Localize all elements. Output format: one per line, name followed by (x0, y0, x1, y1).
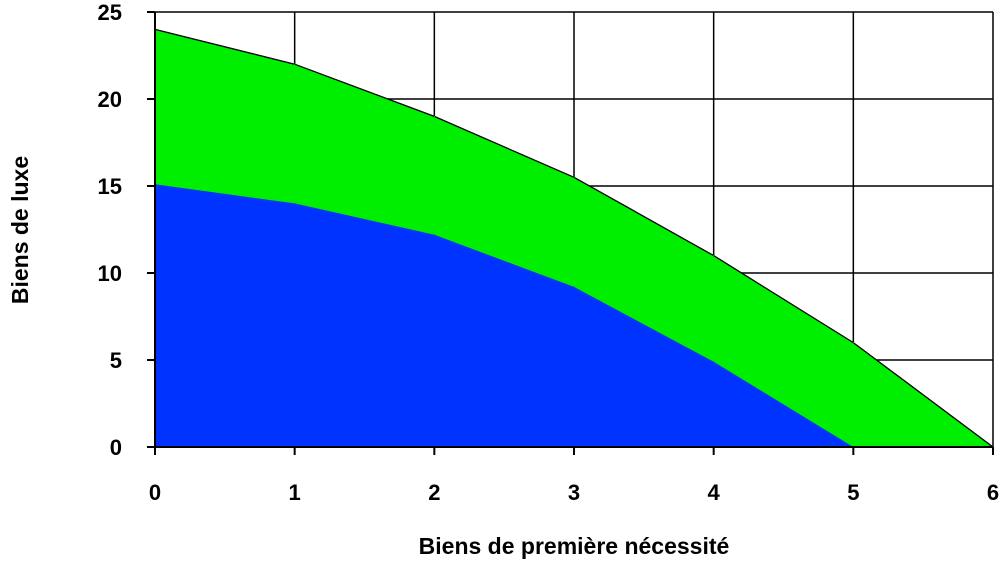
y-tick-label: 0 (110, 435, 122, 460)
data-point-series-1 (433, 115, 435, 117)
y-tick-label: 5 (110, 348, 122, 373)
data-point-series-2 (433, 234, 435, 236)
x-tick-label: 0 (149, 480, 161, 505)
x-tick-labels: 0 1 2 3 4 5 6 (149, 480, 999, 505)
y-tick-labels: 0 5 10 15 20 25 (98, 0, 122, 460)
axes (147, 11, 994, 455)
x-tick-label: 5 (847, 480, 859, 505)
x-tick-label: 1 (289, 480, 301, 505)
data-point-series-1 (294, 63, 296, 65)
x-axis-label: Biens de première nécessité (419, 533, 730, 559)
data-point-series-1 (852, 342, 854, 344)
x-tick-label: 6 (987, 480, 999, 505)
y-axis-label: Biens de luxe (7, 156, 33, 304)
data-point-series-2 (294, 202, 296, 204)
data-point-series-1 (713, 255, 715, 257)
data-point-series-1 (573, 176, 575, 178)
chart-areas (154, 28, 994, 448)
data-point-series-2 (713, 361, 715, 363)
x-tick-label: 2 (428, 480, 440, 505)
y-tick-label: 25 (98, 0, 122, 25)
data-point-series-2 (573, 286, 575, 288)
y-tick-label: 15 (98, 174, 122, 199)
y-tick-label: 20 (98, 87, 122, 112)
x-tick-label: 3 (568, 480, 580, 505)
y-tick-label: 10 (98, 261, 122, 286)
x-tick-label: 4 (708, 480, 721, 505)
area-series-2 (155, 184, 993, 447)
